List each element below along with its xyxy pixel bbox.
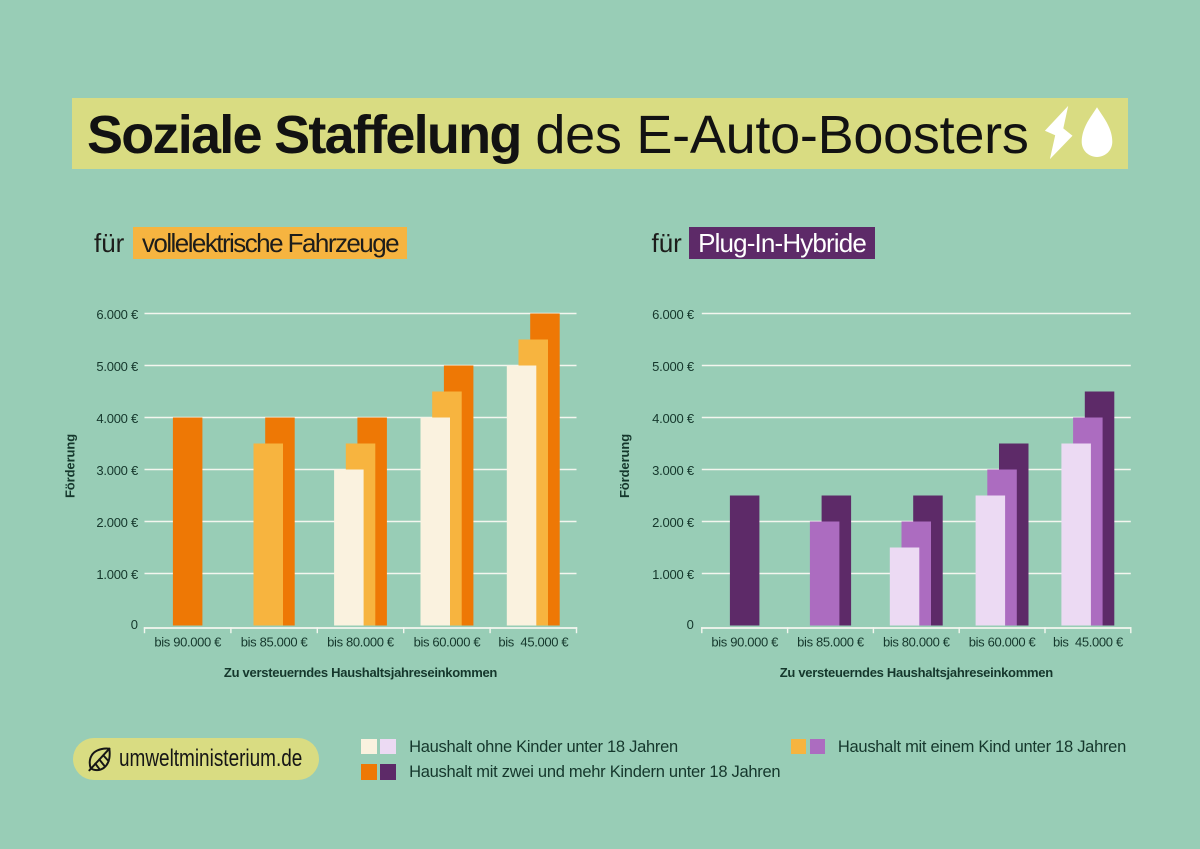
svg-text:bis 90.000 €: bis 90.000 € <box>154 635 222 650</box>
svg-text:bis 80.000 €: bis 80.000 € <box>883 635 951 650</box>
svg-text:3.000 €: 3.000 € <box>652 463 695 478</box>
svg-text:bis 60.000 €: bis 60.000 € <box>414 635 482 650</box>
svg-text:bis 60.000 €: bis 60.000 € <box>969 635 1037 650</box>
svg-text:0: 0 <box>687 617 694 632</box>
svg-text:5.000 €: 5.000 € <box>96 359 139 374</box>
svg-text:1.000 €: 1.000 € <box>652 567 695 582</box>
svg-text:2.000 €: 2.000 € <box>652 515 695 530</box>
svg-text:2.000 €: 2.000 € <box>96 515 139 530</box>
svg-text:4.000 €: 4.000 € <box>96 411 139 426</box>
svg-text:bis 85.000 €: bis 85.000 € <box>241 635 309 650</box>
svg-text:bis 80.000 €: bis 80.000 € <box>327 635 395 650</box>
svg-text:Förderung: Förderung <box>63 434 78 498</box>
svg-text:1.000 €: 1.000 € <box>96 567 139 582</box>
svg-text:Zu versteuerndes Haushaltsjahr: Zu versteuerndes Haushaltsjahreseinkomme… <box>224 665 498 680</box>
svg-text:bis 45.000 €: bis 45.000 € <box>1053 635 1124 650</box>
svg-text:bis 85.000 €: bis 85.000 € <box>797 635 865 650</box>
svg-text:6.000 €: 6.000 € <box>96 307 139 322</box>
svg-text:bis 45.000 €: bis 45.000 € <box>498 635 569 650</box>
svg-text:Förderung: Förderung <box>617 434 632 498</box>
svg-text:4.000 €: 4.000 € <box>652 411 695 426</box>
svg-text:3.000 €: 3.000 € <box>96 463 139 478</box>
svg-text:bis 90.000 €: bis 90.000 € <box>711 635 779 650</box>
svg-text:Zu versteuerndes Haushaltsjahr: Zu versteuerndes Haushaltsjahreseinkomme… <box>780 665 1054 680</box>
svg-text:6.000 €: 6.000 € <box>652 307 695 322</box>
svg-text:0: 0 <box>131 617 138 632</box>
svg-text:5.000 €: 5.000 € <box>652 359 695 374</box>
